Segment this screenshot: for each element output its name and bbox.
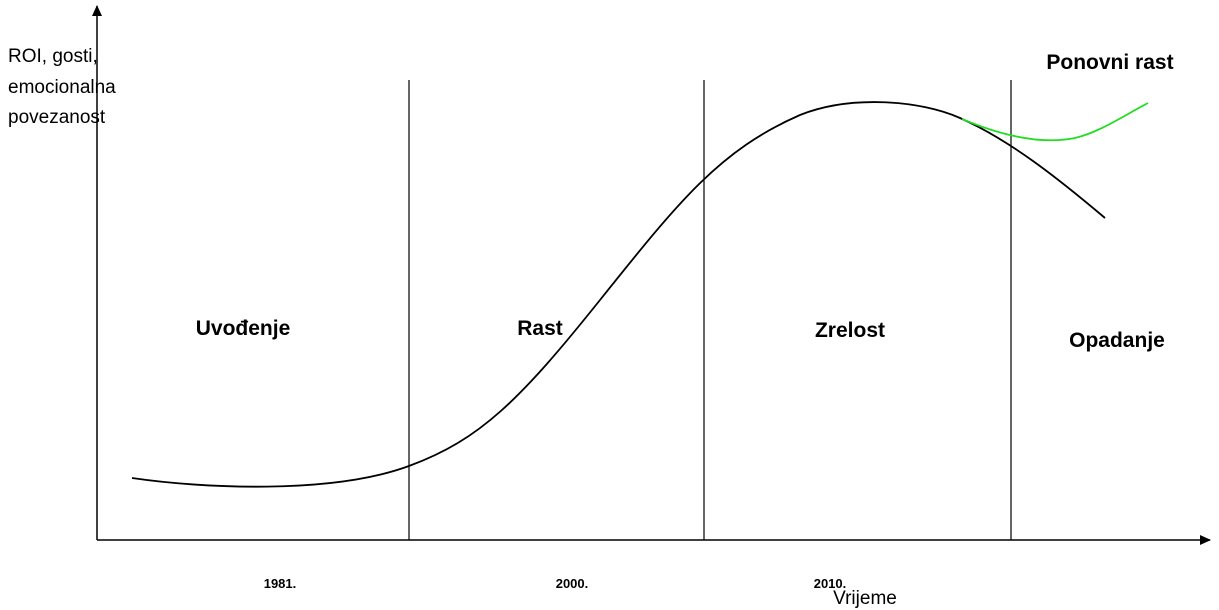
x-axis-label: Vrijeme <box>833 588 897 609</box>
phase-label: Uvođenje <box>196 317 291 340</box>
year-label: 1981. <box>264 576 297 591</box>
year-label: 2010. <box>814 576 847 591</box>
y-axis-label: ROI, gosti, <box>8 46 98 67</box>
y-axis-label: povezanost <box>8 107 106 128</box>
annotation: Ponovni rast <box>1046 51 1173 74</box>
phase-label: Opadanje <box>1069 329 1165 352</box>
y-axis-label: emocionalna <box>8 77 116 98</box>
year-label: 2000. <box>556 576 589 591</box>
phase-label: Rast <box>517 317 563 340</box>
regrowth-curve <box>961 102 1149 142</box>
life-cycle-curve <box>131 101 1106 488</box>
phase-label: Zrelost <box>815 319 885 342</box>
